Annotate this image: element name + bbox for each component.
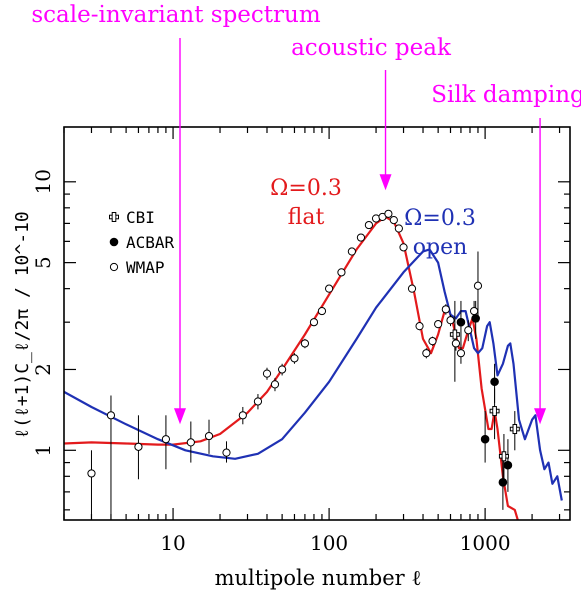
y-tick-label: 5 [31, 256, 55, 269]
WMAP-point [364, 220, 374, 230]
legend: CBI ACBAR WMAP [109, 208, 175, 277]
annotation-arrow-head [534, 408, 547, 425]
legend-marker-wmap [109, 262, 119, 272]
WMAP-point [161, 435, 171, 444]
CBI-point [498, 451, 509, 462]
WMAP-point [337, 268, 346, 277]
WMAP-point [356, 233, 366, 242]
curve-flat [64, 215, 519, 520]
WMAP-point [415, 322, 424, 331]
ACBAR-point [456, 317, 466, 327]
CBI-point [489, 406, 500, 417]
y-tick-label: 1 [31, 444, 55, 457]
WMAP-point [451, 339, 461, 348]
WMAP-point [456, 349, 466, 358]
CBI-point [449, 329, 460, 340]
WMAP-point [422, 349, 431, 358]
WMAP-point [399, 243, 408, 252]
WMAP-point [222, 448, 231, 457]
WMAP-point [317, 306, 327, 316]
WMAP-point [441, 305, 450, 314]
legend-label: WMAP [126, 258, 165, 277]
CBI-point [509, 424, 520, 435]
WMAP-point [384, 209, 393, 218]
WMAP-point [253, 397, 263, 406]
ACBAR-point [490, 377, 499, 387]
curve-label: Ω=0.3 [270, 176, 342, 201]
ACBAR-point [498, 477, 508, 487]
curve-label: Ω=0.3 [404, 206, 476, 231]
WMAP-point [428, 337, 437, 346]
WMAP-point [278, 365, 287, 374]
curve-label: flat [288, 205, 325, 230]
annotation-label: scale-invariant spectrum [31, 2, 321, 28]
annotation-arrow-head [174, 408, 186, 425]
cross-fill [112, 215, 116, 219]
WMAP-point [134, 442, 143, 451]
WMAP-point [300, 339, 310, 348]
x-axis-label: multipole number ℓ [215, 566, 422, 590]
WMAP-point [106, 411, 116, 420]
WMAP-point [324, 284, 334, 293]
WMAP-point [309, 318, 319, 327]
WMAP-point [434, 320, 443, 329]
plot-frame [63, 126, 571, 521]
legend-marker-acbar [109, 237, 119, 247]
WMAP-point [238, 411, 247, 420]
WMAP-point [407, 284, 417, 293]
annotation-label: acoustic peak [291, 35, 452, 61]
ACBAR-point [471, 314, 480, 323]
WMAP-point [446, 316, 455, 325]
ACBAR-point [503, 460, 513, 470]
y-axis-label: ℓ(ℓ+1)C_ℓ/2π / 10^-10 [12, 211, 33, 438]
WMAP-point [204, 431, 214, 441]
WMAP-point [394, 224, 403, 233]
WMAP-point [186, 438, 195, 447]
WMAP-point [464, 326, 473, 335]
annotation-arrow-head [379, 174, 392, 191]
cross-fill [513, 427, 517, 431]
x-tick-label: 100 [310, 531, 348, 555]
ACBAR-point [480, 434, 490, 444]
WMAP-point [469, 306, 479, 316]
cross-fill [453, 333, 457, 336]
y-tick-label: 10 [31, 169, 55, 194]
legend-label: ACBAR [126, 233, 175, 252]
y-tick-label: 2 [31, 363, 55, 376]
annotation-label: Silk damping [431, 82, 581, 108]
WMAP-point [389, 216, 398, 225]
curve-label: open [413, 235, 468, 260]
WMAP-point [87, 469, 96, 478]
legend-label: CBI [126, 208, 155, 227]
legend-marker-cbi [109, 212, 119, 222]
WMAP-point [347, 247, 356, 256]
x-tick-label: 10 [160, 531, 185, 555]
WMAP-point [270, 380, 280, 389]
WMAP-point [262, 369, 272, 378]
WMAP-point [473, 281, 483, 290]
cross-fill [502, 454, 506, 458]
x-tick-label: 1000 [460, 531, 511, 555]
cross-fill [493, 409, 496, 413]
WMAP-point [290, 354, 299, 363]
